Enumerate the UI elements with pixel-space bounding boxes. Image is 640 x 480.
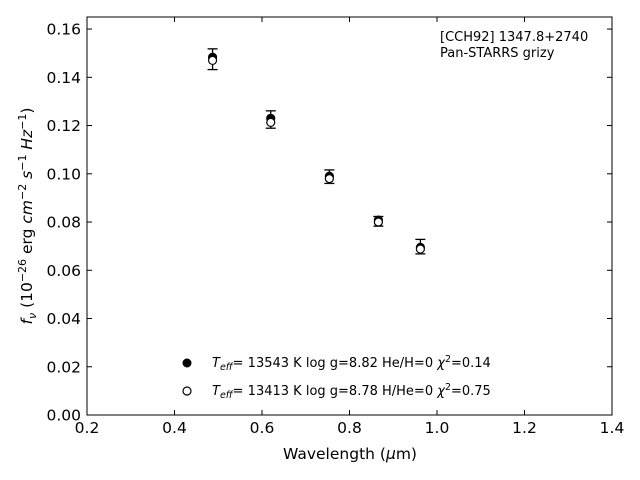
y-tick-label: 0.02	[46, 358, 81, 376]
annotation-line-2: Pan-STARRS grizy	[440, 46, 555, 61]
model-point-open	[415, 244, 425, 254]
x-tick-label: 1.0	[425, 419, 450, 437]
y-tick-label: 0.08	[46, 214, 81, 232]
x-tick-label: 0.6	[250, 419, 275, 437]
x-tick-label: 1.2	[512, 419, 537, 437]
ticks: 0.2 0.4 0.6 0.8 1.0 1.2 1.4 0.00 0.02 0.04 0.06 0.0…	[46, 17, 624, 437]
legend-entry-1: Teff= 13543 K log g=8.82 He/H=0 χ2=0.14	[212, 354, 491, 373]
x-tick-label: 0.4	[162, 419, 187, 437]
y-tick-label: 0.06	[46, 262, 81, 280]
x-tick-label: 1.4	[600, 419, 625, 437]
y-tick-label: 0.10	[46, 165, 81, 183]
y-axis-title: fν (10−26 erg cm−2 s−1 Hz−1)	[16, 108, 39, 325]
x-tick-label: 0.8	[337, 419, 362, 437]
plot-frame	[86, 16, 613, 416]
legend-marker-open	[182, 386, 192, 396]
y-tick-label: 0.00	[46, 407, 81, 425]
model-point-open	[266, 117, 276, 128]
model-point-open	[324, 174, 334, 184]
legend-marker-filled	[182, 358, 192, 368]
data-marks	[207, 48, 426, 255]
x-tick-label: 0.2	[75, 419, 100, 437]
x-axis-title: Wavelength (μm)	[283, 445, 417, 463]
annotation-line-1: [CCH92] 1347.8+2740	[440, 30, 588, 45]
y-tick-label: 0.14	[46, 69, 81, 87]
legend: Teff= 13543 K log g=8.82 He/H=0 χ2=0.14 …	[182, 354, 491, 401]
model-point-open	[373, 217, 383, 227]
plot-area	[87, 17, 612, 415]
model-point-open	[207, 55, 218, 66]
y-tick-label: 0.12	[46, 117, 81, 135]
legend-entry-2: Teff= 13413 K log g=8.78 H/He=0 χ2=0.75	[212, 382, 491, 401]
y-tick-label: 0.04	[46, 310, 81, 328]
y-tick-label: 0.16	[46, 21, 81, 39]
